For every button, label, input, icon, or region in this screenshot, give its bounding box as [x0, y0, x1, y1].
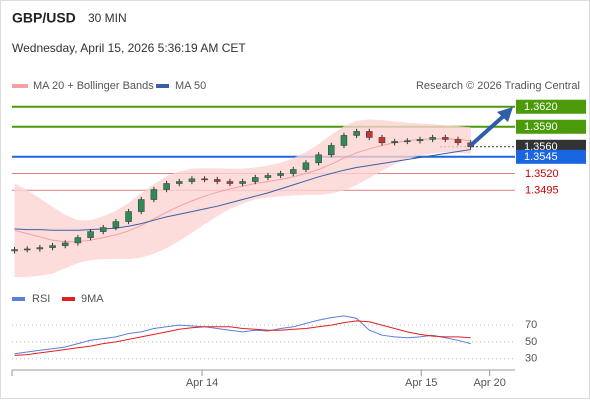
candle-body	[112, 221, 120, 228]
candle-body	[416, 139, 424, 142]
timestamp: Wednesday, April 15, 2026 5:36:19 AM CET	[12, 41, 246, 55]
level-label: 1.3495	[525, 185, 559, 197]
candle-body	[11, 249, 18, 252]
legend-label: MA 20 + Bollinger Bands	[33, 80, 154, 92]
rsi-line	[14, 315, 471, 355]
candle-body	[252, 177, 259, 182]
symbol: GBP/USD	[12, 10, 76, 26]
level-label: 1.3520	[525, 168, 559, 180]
candle-body	[137, 199, 145, 212]
plot-area: 1.36201.35901.35601.35451.35201.34957050…	[11, 99, 586, 389]
candle-body	[239, 181, 246, 184]
candle-body	[277, 173, 284, 176]
candle-body	[163, 183, 170, 190]
candle-body	[150, 189, 158, 200]
rsi-line	[14, 320, 471, 356]
candle-body	[74, 237, 82, 244]
candle-body	[175, 181, 183, 184]
interval: 30 MIN	[88, 11, 127, 25]
candle-body	[125, 211, 132, 222]
forecast-arrow-head	[497, 107, 513, 122]
x-tick-label: Apr 20	[473, 377, 505, 389]
candle-body	[404, 140, 411, 143]
x-tick-label: Apr 14	[186, 377, 218, 389]
legend-label: RSI	[32, 293, 50, 305]
candle-body	[442, 137, 449, 140]
legend-swatch	[62, 297, 75, 301]
legend-swatch	[12, 297, 25, 301]
y-tick-label: 70	[525, 319, 537, 331]
candle-body	[290, 169, 297, 174]
x-tick-label: Apr 15	[405, 377, 437, 389]
candle-body	[188, 178, 196, 182]
level-label: 1.3620	[524, 101, 558, 113]
forecast-arrow	[468, 111, 509, 148]
candle-body	[201, 178, 208, 181]
candle-body	[340, 135, 348, 146]
candle-body	[391, 141, 398, 144]
level-label-box	[516, 119, 586, 134]
candle-body	[429, 137, 436, 140]
candle-body	[36, 247, 44, 250]
level-label: 1.3590	[524, 121, 558, 133]
candle-body	[226, 181, 234, 184]
credit: Research © 2026 Trading Central	[416, 80, 580, 92]
candle-body	[315, 154, 322, 164]
candle-body	[302, 162, 310, 170]
candle-body	[61, 242, 69, 246]
bollinger-band	[14, 119, 471, 278]
y-tick-label: 50	[525, 336, 537, 348]
legend-label: 9MA	[81, 293, 104, 305]
candle-body	[214, 179, 221, 182]
level-label: 1.3545	[524, 151, 558, 163]
candle-body	[49, 245, 56, 248]
legend-swatch	[12, 84, 28, 88]
level-label-box	[516, 99, 586, 114]
candle-body	[353, 131, 360, 136]
y-tick-label: 30	[525, 353, 537, 365]
candle-body	[378, 137, 386, 144]
candle-body	[366, 131, 373, 138]
candle-body	[328, 145, 335, 156]
candle-body	[23, 248, 31, 251]
level-label-box	[516, 149, 586, 164]
candle-body	[454, 139, 462, 144]
legend-label: MA 50	[175, 80, 206, 92]
candle-body	[264, 175, 272, 178]
candle-body	[99, 227, 107, 232]
candle-body	[87, 231, 94, 238]
legend-swatch	[156, 84, 169, 88]
